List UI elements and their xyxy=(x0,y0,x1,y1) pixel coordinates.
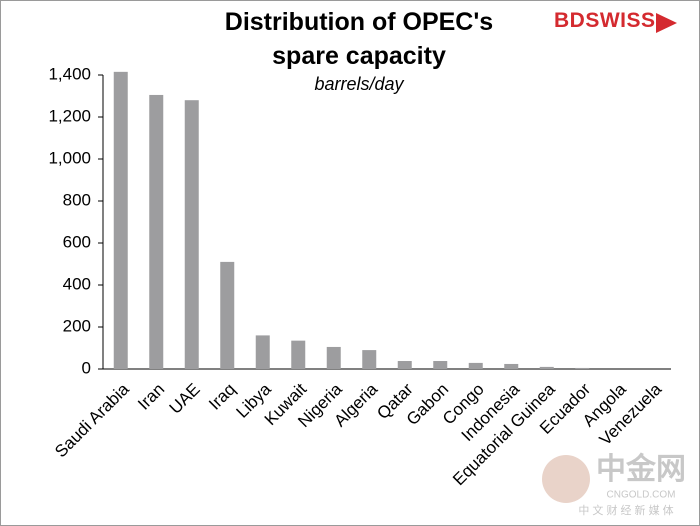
bar xyxy=(255,335,270,369)
x-tick-label: UAE xyxy=(166,380,204,418)
y-tick-label: 600 xyxy=(63,232,91,251)
watermark-tagline: 中 文 财 经 新 媒 体 xyxy=(578,503,673,517)
y-tick-label: 200 xyxy=(63,316,91,335)
bar xyxy=(362,350,377,369)
bar xyxy=(397,361,412,369)
y-tick-label: 800 xyxy=(63,190,91,209)
x-tick-label: Iran xyxy=(134,380,168,414)
bar xyxy=(291,340,306,369)
y-tick-label: 0 xyxy=(82,358,91,377)
logo: BDSWISS xyxy=(554,9,656,32)
bar xyxy=(149,94,164,369)
bar xyxy=(539,366,554,369)
bar xyxy=(326,346,341,369)
bar xyxy=(220,261,235,369)
watermark-icon xyxy=(542,455,590,503)
watermark-name: 中金网 xyxy=(596,452,686,486)
bar xyxy=(113,71,128,369)
watermark-site: CNGOLD.COM xyxy=(607,490,676,501)
chart-subtitle: barrels/day xyxy=(314,74,404,94)
y-tick-label: 400 xyxy=(63,274,91,293)
bar xyxy=(433,361,448,369)
y-tick-label: 1,200 xyxy=(48,106,91,125)
chart-title: Distribution of OPEC's spare capacity xyxy=(224,8,494,70)
logo-mark xyxy=(656,13,677,33)
y-tick-label: 1,000 xyxy=(48,148,91,167)
y-tick-label: 1,400 xyxy=(48,64,91,83)
bar xyxy=(504,363,519,369)
bar xyxy=(468,362,483,369)
bar xyxy=(575,367,590,369)
bar xyxy=(184,100,199,369)
x-tick-label: Saudi Arabia xyxy=(51,379,133,461)
